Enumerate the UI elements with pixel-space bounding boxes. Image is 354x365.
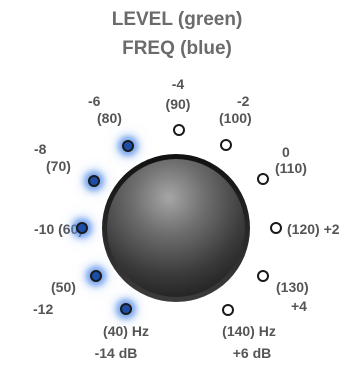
position-led[interactable] [222,304,234,316]
label-freq-130: (130) [276,279,309,295]
position-led[interactable] [120,303,132,315]
rotary-knob[interactable] [101,153,251,303]
label-level-plus4: +4 [291,298,307,314]
label-freq-80: (80) [97,110,122,126]
label-level-plus6db: +6 dB [232,345,272,361]
title-level: LEVEL (green) [111,9,243,30]
label-level-minus6: -6 [88,93,101,109]
label-level-minus14db: -14 dB [94,345,138,361]
label-freq-90: (90) [165,96,191,112]
label-freq-40hz: (40) Hz [103,323,149,339]
label-freq-50: (50) [51,279,76,295]
label-120-plus2: (120) +2 [287,221,340,237]
position-led[interactable] [257,270,269,282]
label-level-minus12: -12 [33,301,54,317]
label-minus10-60: -10 (60) [34,221,84,237]
knob-face [107,159,245,297]
position-led[interactable] [122,140,134,152]
position-led[interactable] [76,222,88,234]
label-freq-100: (100) [219,110,252,126]
position-led[interactable] [220,139,232,151]
position-led[interactable] [90,270,102,282]
label-level-minus4: -4 [171,76,185,92]
label-freq-140hz: (140) Hz [222,323,276,339]
title-freq: FREQ (blue) [122,38,232,59]
label-freq-70: (70) [46,158,71,174]
position-led[interactable] [173,124,185,136]
position-led[interactable] [88,175,100,187]
label-level-0: 0 [282,144,290,160]
label-level-minus8: -8 [34,141,47,157]
position-led[interactable] [257,173,269,185]
label-level-minus2: -2 [237,93,250,109]
label-freq-110: (110) [275,160,307,176]
position-led[interactable] [270,222,282,234]
